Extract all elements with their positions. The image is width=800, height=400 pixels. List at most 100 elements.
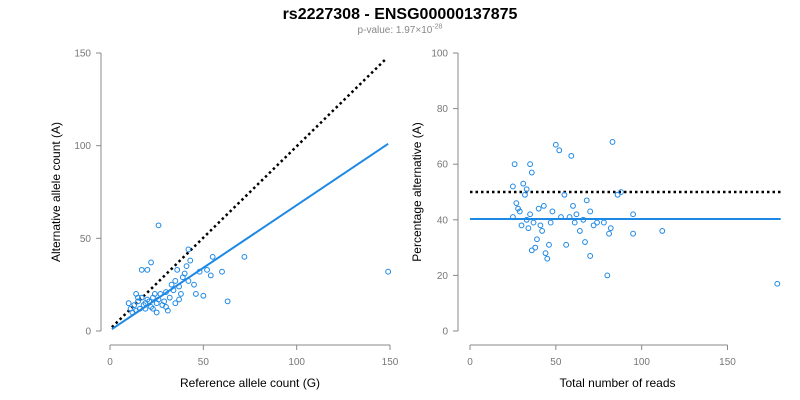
data-point — [556, 147, 563, 154]
data-point — [510, 214, 516, 220]
data-point — [659, 228, 666, 234]
data-point — [774, 280, 781, 287]
x-axis-title: Reference allele count (G) — [180, 376, 320, 390]
x-tick-label: 100 — [633, 357, 650, 368]
data-point — [539, 228, 545, 234]
data-point — [580, 216, 587, 223]
data-point — [534, 236, 540, 243]
data-point — [532, 244, 539, 251]
data-point — [144, 266, 151, 273]
data-point — [530, 219, 537, 226]
data-point — [191, 281, 197, 288]
y-tick-label: 40 — [437, 215, 449, 226]
data-point — [606, 230, 612, 237]
data-point — [185, 278, 192, 284]
data-point — [523, 186, 530, 193]
data-point — [176, 296, 182, 303]
y-tick-label: 80 — [437, 104, 449, 115]
data-point — [155, 296, 162, 303]
data-point — [181, 270, 188, 277]
chart-subtitle: p-value: 1.97×10-28 — [0, 23, 800, 36]
data-point — [155, 222, 162, 229]
data-point — [527, 211, 533, 218]
data-point — [542, 250, 549, 257]
x-tick-label: 0 — [107, 357, 113, 368]
data-point — [587, 253, 594, 259]
data-point — [630, 230, 636, 237]
data-point — [571, 219, 578, 226]
y-axis-title: Alternative allele count (A) — [49, 122, 63, 262]
data-point — [146, 298, 153, 305]
data-point — [607, 225, 614, 232]
x-tick-label: 100 — [288, 357, 305, 368]
data-point — [170, 287, 177, 294]
data-point — [609, 139, 616, 145]
data-point — [520, 180, 527, 187]
data-point — [168, 281, 175, 288]
y-tick-label: 0 — [442, 327, 448, 338]
data-point — [523, 216, 530, 223]
data-point — [516, 208, 523, 215]
data-point — [224, 298, 231, 305]
y-tick-label: 20 — [437, 271, 449, 282]
y-tick-label: 60 — [437, 160, 449, 171]
data-point — [528, 247, 535, 254]
data-point — [549, 208, 556, 215]
data-point — [511, 161, 518, 168]
data-point — [614, 191, 621, 198]
data-point — [192, 291, 199, 297]
data-point — [568, 152, 575, 159]
data-point — [200, 292, 207, 299]
data-point — [135, 294, 141, 301]
data-point — [535, 205, 542, 212]
data-point — [558, 214, 564, 220]
data-point — [587, 208, 594, 215]
data-point — [630, 211, 636, 218]
x-tick-label: 50 — [198, 357, 210, 368]
data-point — [594, 219, 600, 226]
data-point — [219, 268, 225, 275]
data-point — [618, 189, 624, 195]
data-point — [527, 161, 533, 168]
data-point — [138, 294, 145, 301]
panel-1: 0 50 100 150 0 50 100 150 Reference allele count… — [49, 49, 399, 391]
x-tick-label: 0 — [467, 357, 473, 368]
data-point — [547, 219, 554, 226]
data-point — [241, 253, 248, 260]
p-value-exponent: -28 — [432, 23, 443, 31]
data-point — [174, 266, 181, 273]
data-point — [142, 305, 149, 312]
data-point — [573, 211, 580, 218]
data-point — [604, 272, 611, 279]
data-point — [544, 255, 551, 262]
data-point — [540, 203, 547, 209]
data-point — [187, 257, 194, 264]
data-point — [582, 239, 588, 245]
data-point — [518, 222, 525, 229]
data-point — [136, 305, 143, 312]
data-point — [537, 222, 544, 229]
data-point — [566, 214, 573, 220]
x-tick-label: 150 — [719, 357, 736, 368]
data-point — [510, 183, 516, 190]
y-tick-label: 150 — [74, 49, 91, 60]
data-point — [138, 266, 145, 273]
data-point — [150, 305, 156, 312]
data-point — [601, 219, 607, 226]
data-point — [125, 300, 132, 307]
data-point — [563, 241, 570, 248]
data-point — [528, 169, 535, 176]
data-point — [185, 246, 192, 253]
data-point — [157, 291, 164, 297]
p-value-text: p-value: 1.97×10 — [357, 25, 433, 36]
chart-title: rs2227308 - ENSG00000137875 — [282, 6, 518, 23]
data-point — [164, 307, 171, 314]
data-point — [552, 141, 559, 148]
data-point — [163, 289, 169, 295]
data-point — [583, 197, 590, 204]
data-point — [570, 203, 576, 209]
data-point — [178, 291, 184, 297]
y-tick-label: 100 — [431, 49, 448, 60]
